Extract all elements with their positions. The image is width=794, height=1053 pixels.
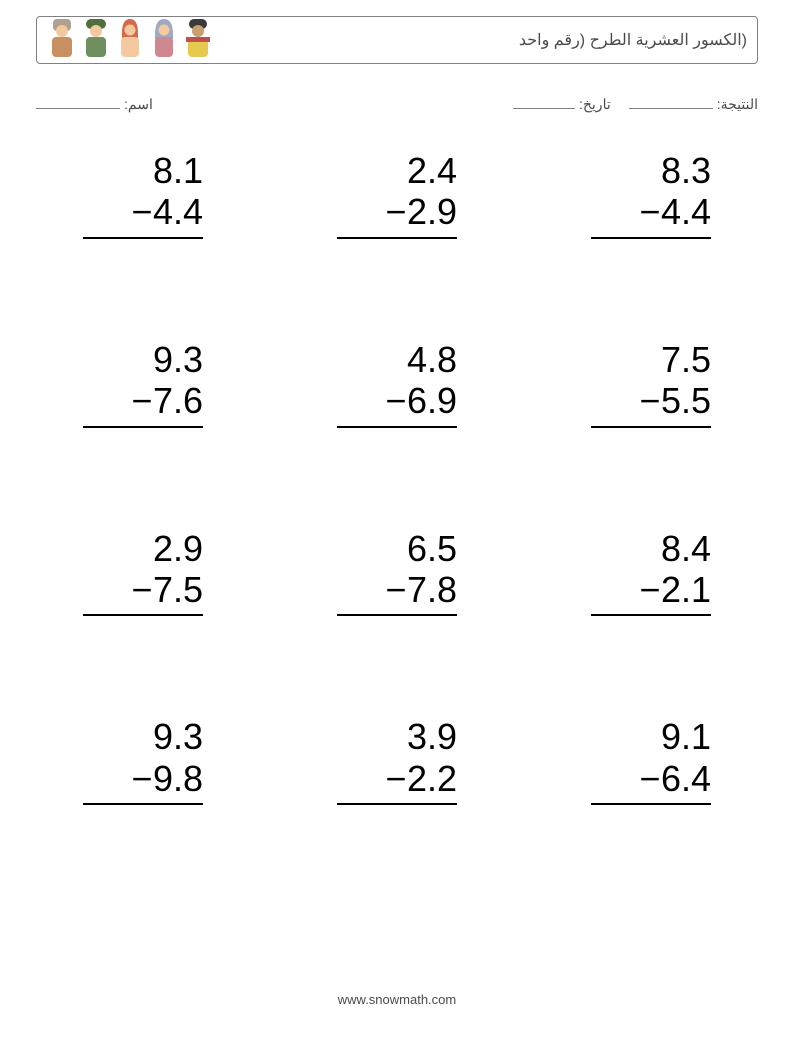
score-blank — [629, 94, 713, 109]
minuend: 9.1 — [591, 716, 711, 757]
answer-line — [591, 426, 711, 448]
answer-line — [83, 237, 203, 259]
header-banner: (الكسور العشرية الطرح (رقم واحد — [36, 16, 758, 64]
minuend: 2.9 — [83, 528, 203, 569]
meta-row: اسم: النتيجة: تاريخ: — [36, 94, 758, 118]
subtrahend: −2.9 — [337, 191, 457, 232]
answer-line — [591, 614, 711, 636]
subtrahend-value: 5.5 — [661, 380, 711, 421]
subtraction-problem: 6.5 −7.8 — [337, 528, 457, 637]
minus-operator: − — [639, 758, 661, 799]
name-label: اسم: — [124, 96, 153, 113]
minuend: 3.9 — [337, 716, 457, 757]
avatar-icon — [149, 17, 179, 64]
subtraction-problem: 2.9 −7.5 — [83, 528, 203, 637]
worksheet-page: (الكسور العشرية الطرح (رقم واحد اسم: الن… — [0, 0, 794, 1053]
answer-line — [337, 614, 457, 636]
problems-grid: 8.1 −4.4 2.4 −2.9 8.3 −4.4 9.3 −7.6 4.8 … — [36, 140, 758, 933]
answer-line — [337, 803, 457, 825]
subtrahend-value: 7.5 — [153, 569, 203, 610]
minus-operator: − — [385, 569, 407, 610]
subtrahend: −4.4 — [591, 191, 711, 232]
subtrahend-value: 2.2 — [407, 758, 457, 799]
subtraction-problem: 9.3 −9.8 — [83, 716, 203, 825]
subtraction-problem: 9.3 −7.6 — [83, 339, 203, 448]
subtraction-problem: 8.3 −4.4 — [591, 150, 711, 259]
score-field: النتيجة: — [629, 94, 758, 113]
minuend: 8.4 — [591, 528, 711, 569]
subtrahend-value: 6.4 — [661, 758, 711, 799]
name-field: اسم: — [36, 94, 153, 118]
minus-operator: − — [131, 191, 153, 232]
avatar-row — [47, 17, 213, 64]
minuend: 9.3 — [83, 716, 203, 757]
minuend: 2.4 — [337, 150, 457, 191]
worksheet-title: (الكسور العشرية الطرح (رقم واحد — [519, 30, 747, 50]
subtrahend: −7.5 — [83, 569, 203, 610]
subtraction-problem: 3.9 −2.2 — [337, 716, 457, 825]
subtrahend-value: 2.1 — [661, 569, 711, 610]
subtrahend-value: 4.4 — [661, 191, 711, 232]
subtrahend-value: 7.8 — [407, 569, 457, 610]
answer-line — [83, 803, 203, 825]
subtraction-problem: 4.8 −6.9 — [337, 339, 457, 448]
avatar-icon — [115, 17, 145, 64]
answer-line — [337, 426, 457, 448]
minuend: 8.1 — [83, 150, 203, 191]
subtrahend-value: 4.4 — [153, 191, 203, 232]
answer-line — [591, 803, 711, 825]
subtrahend: −2.1 — [591, 569, 711, 610]
minuend: 9.3 — [83, 339, 203, 380]
avatar-icon — [47, 17, 77, 64]
subtrahend-value: 2.9 — [407, 191, 457, 232]
subtrahend: −2.2 — [337, 758, 457, 799]
name-blank — [36, 94, 120, 109]
minus-operator: − — [385, 758, 407, 799]
answer-line — [83, 614, 203, 636]
date-label: تاريخ: — [579, 96, 611, 113]
subtrahend: −4.4 — [83, 191, 203, 232]
subtrahend: −5.5 — [591, 380, 711, 421]
minuend: 6.5 — [337, 528, 457, 569]
date-blank — [513, 94, 575, 109]
answer-line — [83, 426, 203, 448]
minus-operator: − — [639, 191, 661, 232]
subtrahend-value: 6.9 — [407, 380, 457, 421]
subtrahend: −9.8 — [83, 758, 203, 799]
subtrahend: −6.4 — [591, 758, 711, 799]
subtrahend: −6.9 — [337, 380, 457, 421]
minus-operator: − — [131, 758, 153, 799]
subtraction-problem: 7.5 −5.5 — [591, 339, 711, 448]
footer-url: www.snowmath.com — [0, 992, 794, 1007]
minus-operator: − — [639, 380, 661, 421]
subtraction-problem: 2.4 −2.9 — [337, 150, 457, 259]
answer-line — [337, 237, 457, 259]
subtraction-problem: 8.1 −4.4 — [83, 150, 203, 259]
subtrahend-value: 9.8 — [153, 758, 203, 799]
subtrahend: −7.6 — [83, 380, 203, 421]
subtrahend-value: 7.6 — [153, 380, 203, 421]
minus-operator: − — [385, 191, 407, 232]
subtraction-problem: 8.4 −2.1 — [591, 528, 711, 637]
avatar-icon — [183, 17, 213, 64]
subtrahend: −7.8 — [337, 569, 457, 610]
date-field: تاريخ: — [513, 94, 611, 113]
minus-operator: − — [639, 569, 661, 610]
minuend: 8.3 — [591, 150, 711, 191]
minuend: 7.5 — [591, 339, 711, 380]
answer-line — [591, 237, 711, 259]
minus-operator: − — [385, 380, 407, 421]
avatar-icon — [81, 17, 111, 64]
score-label: النتيجة: — [717, 96, 758, 113]
subtraction-problem: 9.1 −6.4 — [591, 716, 711, 825]
minuend: 4.8 — [337, 339, 457, 380]
minus-operator: − — [131, 380, 153, 421]
minus-operator: − — [131, 569, 153, 610]
